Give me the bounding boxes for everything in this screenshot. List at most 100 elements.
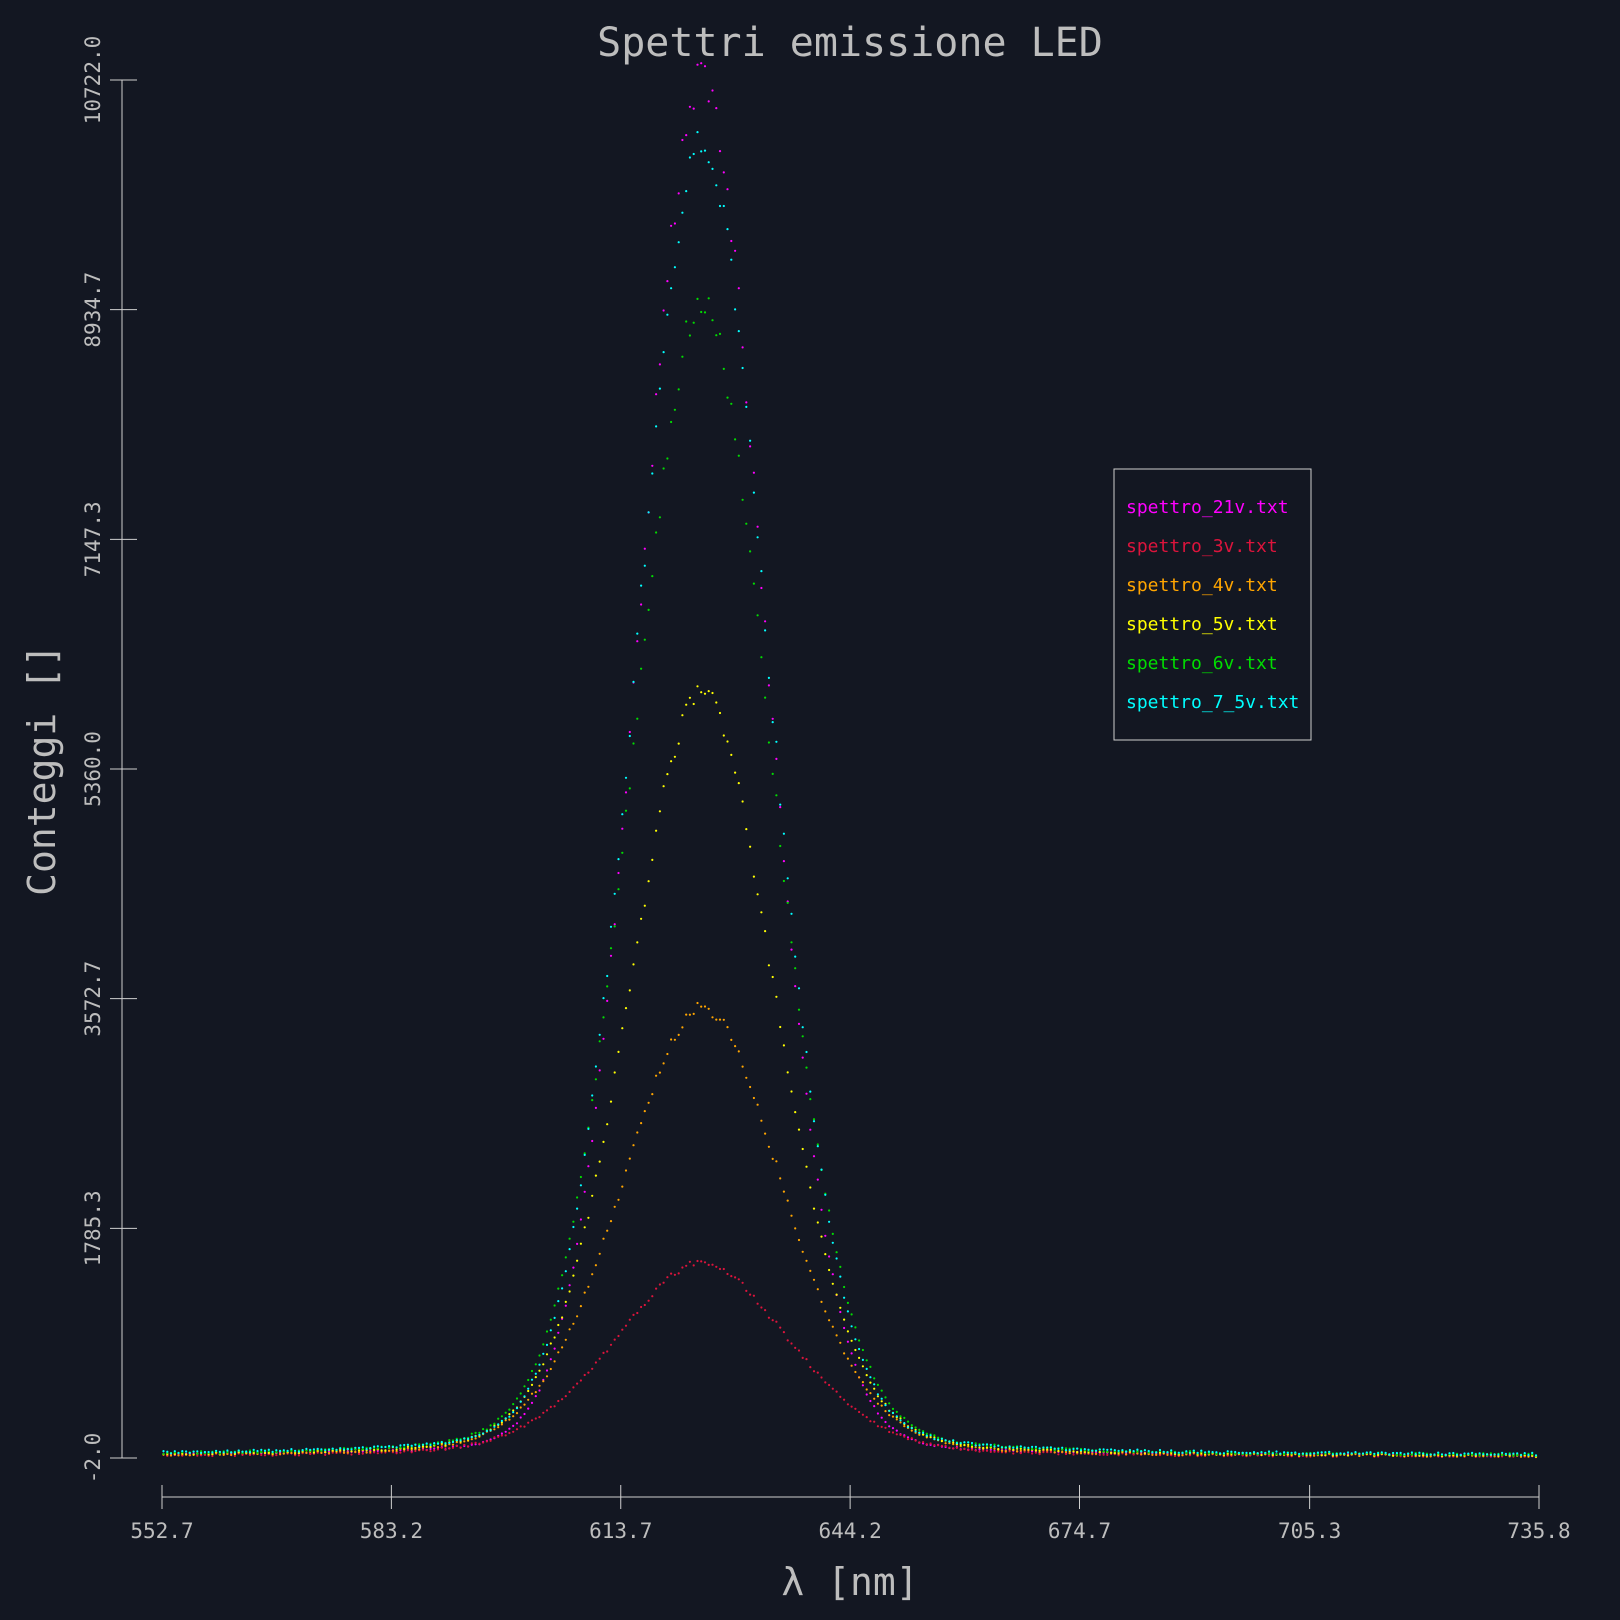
data-point xyxy=(211,1454,214,1458)
data-point xyxy=(869,1392,872,1395)
data-point xyxy=(869,1381,872,1384)
data-point xyxy=(1027,1446,1030,1449)
data-point xyxy=(497,1423,500,1426)
data-point xyxy=(673,266,677,269)
data-point xyxy=(1106,1450,1109,1453)
data-point xyxy=(1407,1452,1410,1455)
data-point xyxy=(655,1287,658,1290)
data-point xyxy=(722,204,725,208)
data-point xyxy=(1234,1452,1237,1455)
data-point xyxy=(749,550,752,553)
data-point xyxy=(576,1242,579,1245)
data-point xyxy=(1410,1451,1413,1454)
data-point xyxy=(745,828,748,831)
data-point xyxy=(658,1071,662,1074)
data-point xyxy=(850,1325,853,1328)
data-point xyxy=(771,772,774,776)
x-tick-label: 583.2 xyxy=(360,1519,423,1543)
data-point xyxy=(1365,1451,1368,1454)
data-point xyxy=(1079,1452,1083,1455)
data-point xyxy=(794,967,797,970)
data-point xyxy=(512,1411,515,1414)
data-point xyxy=(1042,1446,1045,1449)
data-point xyxy=(598,1040,601,1043)
data-point xyxy=(1471,1451,1474,1454)
data-point xyxy=(260,1453,263,1457)
data-point xyxy=(843,1285,846,1289)
data-point xyxy=(230,1453,233,1456)
data-point xyxy=(263,1449,267,1452)
data-point xyxy=(527,1387,530,1390)
data-point xyxy=(861,1348,865,1352)
data-point xyxy=(666,313,669,316)
data-point xyxy=(1222,1452,1225,1455)
data-point xyxy=(448,1447,451,1450)
x-axis-label: λ [nm] xyxy=(781,1560,918,1604)
data-point xyxy=(222,1451,225,1454)
data-point xyxy=(640,1122,643,1125)
data-point xyxy=(640,584,643,587)
data-point xyxy=(700,62,703,65)
data-point xyxy=(824,1234,827,1237)
data-point xyxy=(861,1413,865,1416)
data-point xyxy=(512,1424,515,1427)
data-point xyxy=(760,656,763,659)
data-point xyxy=(1132,1453,1135,1456)
data-point xyxy=(858,1339,861,1342)
data-point xyxy=(745,1289,748,1292)
data-point xyxy=(685,703,688,706)
data-point xyxy=(929,1442,932,1445)
data-point xyxy=(1083,1451,1086,1454)
data-point xyxy=(873,1387,876,1390)
data-point xyxy=(576,1382,579,1385)
data-point xyxy=(425,1449,428,1452)
data-point xyxy=(1170,1449,1173,1452)
data-point xyxy=(591,1099,594,1102)
data-point xyxy=(647,511,650,514)
data-point xyxy=(380,1449,383,1452)
data-point xyxy=(741,1281,744,1284)
data-point xyxy=(734,308,737,311)
data-point xyxy=(545,1409,549,1412)
data-point xyxy=(869,1376,872,1379)
data-point xyxy=(1091,1452,1094,1455)
data-point xyxy=(850,1339,853,1342)
data-point xyxy=(790,948,793,951)
data-point xyxy=(651,472,654,475)
data-point xyxy=(463,1437,466,1440)
data-point xyxy=(752,1294,756,1297)
data-point xyxy=(621,851,624,854)
data-point xyxy=(1053,1447,1056,1450)
data-point xyxy=(782,1044,786,1047)
data-point xyxy=(474,1443,477,1446)
x-tick-label: 613.7 xyxy=(589,1519,652,1543)
data-point xyxy=(865,1393,868,1396)
data-point xyxy=(538,1354,541,1357)
data-point xyxy=(320,1451,323,1454)
data-point xyxy=(591,1139,594,1143)
data-point xyxy=(1369,1451,1372,1454)
data-point xyxy=(380,1446,383,1449)
data-point xyxy=(696,131,699,134)
y-tick-label: 1785.3 xyxy=(81,1190,105,1266)
data-point xyxy=(500,1419,503,1422)
data-point xyxy=(655,425,658,428)
data-point xyxy=(1072,1447,1075,1451)
data-point xyxy=(790,1342,793,1345)
data-point xyxy=(305,1447,308,1450)
data-point xyxy=(658,516,662,519)
data-point xyxy=(1106,1448,1109,1451)
data-point xyxy=(854,1407,857,1410)
data-point xyxy=(1068,1448,1071,1452)
data-point xyxy=(767,741,771,744)
data-point xyxy=(342,1448,346,1451)
data-point xyxy=(436,1448,440,1451)
data-point xyxy=(809,1186,812,1189)
data-point xyxy=(632,742,635,745)
data-point xyxy=(1267,1452,1271,1455)
data-point xyxy=(703,149,707,152)
data-point xyxy=(711,167,714,170)
data-point xyxy=(350,1453,353,1456)
data-point xyxy=(782,1190,786,1193)
data-point xyxy=(260,1448,263,1451)
